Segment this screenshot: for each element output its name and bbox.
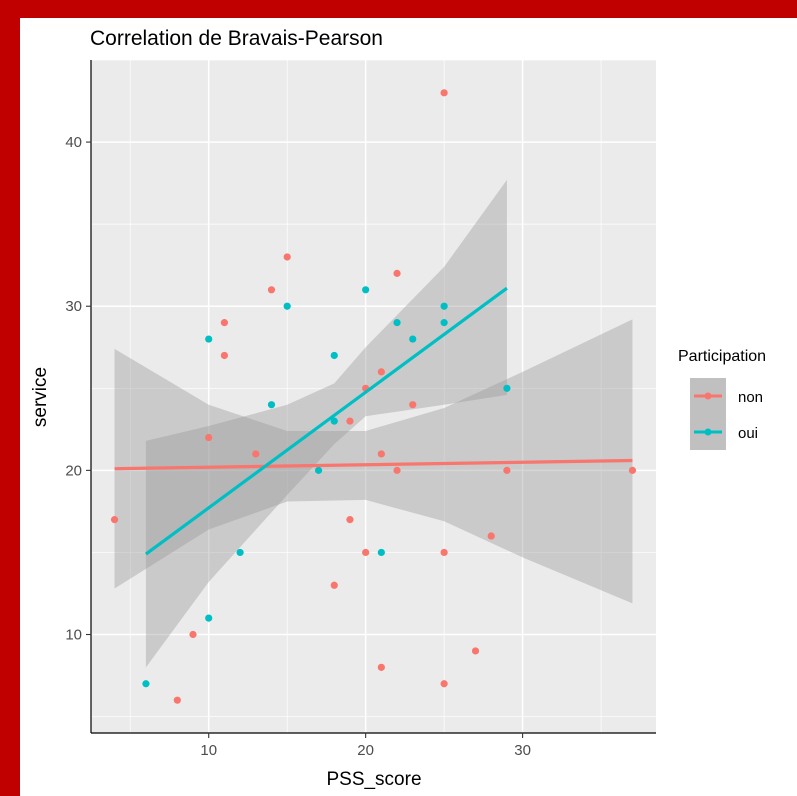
data-point-oui [440,319,448,327]
red-frame-left [0,0,20,796]
data-point-non [440,548,448,557]
data-point-non [440,680,448,688]
data-point-non [362,548,370,557]
data-point-non [283,253,291,261]
y-axis-title: service [30,367,51,427]
fit-line-non [114,458,633,471]
x-tick-label: 20 [357,742,374,759]
confidence-band-oui [145,179,507,668]
y-tick-label: 30 [65,298,82,315]
legend-point-non [704,392,712,400]
data-point-non [220,319,229,327]
data-point-oui [393,319,401,327]
data-point-non [205,433,213,442]
data-point-non [409,401,417,409]
y-tick-label: 40 [65,134,82,151]
data-point-non [220,351,229,360]
data-point-oui [205,614,213,622]
plot-panel [91,59,656,733]
data-point-oui [362,286,370,294]
data-point-oui [503,384,511,392]
red-frame-top [0,0,797,18]
x-tick-label: 30 [514,742,531,759]
data-point-non [393,466,401,474]
data-point-non [377,450,385,458]
data-point-non [503,466,511,474]
data-point-non [487,532,495,540]
data-point-oui [283,302,291,310]
data-point-oui [409,335,417,343]
data-point-oui [314,466,323,474]
data-point-oui [142,680,150,688]
data-point-non [173,696,181,704]
data-point-oui [330,417,338,425]
data-point-oui [330,351,338,360]
data-point-non [346,417,354,425]
data-point-non [377,368,385,376]
data-point-non [267,286,276,294]
data-point-non [189,630,197,639]
legend-title: Participation [678,348,766,365]
data-point-non [346,516,354,524]
data-point-non [330,581,338,589]
data-point-oui [440,302,448,310]
legend-point-oui [704,428,712,436]
legend: Participation non oui [678,348,766,450]
data-point-oui [377,548,385,557]
fit-line-oui [144,286,508,556]
data-point-non [471,647,480,655]
y-tick-label: 20 [65,462,82,479]
data-point-non [252,450,260,458]
chart-title: Correlation de Bravais-Pearson [90,27,383,50]
data-point-oui [205,335,213,343]
confidence-band-non [114,319,633,604]
x-axis-title: PSS_score [326,769,421,790]
legend-label-non: non [738,389,763,406]
x-tick-label: 10 [200,742,217,759]
data-point-non [110,516,119,524]
legend-label-oui: oui [738,425,758,442]
data-point-non [393,269,401,277]
panel-background [91,60,656,733]
y-tick-label: 10 [65,627,82,644]
data-point-non [440,89,448,97]
data-point-oui [236,548,244,557]
data-point-non [377,663,385,671]
data-point-non [628,466,637,474]
data-point-oui [267,401,276,409]
